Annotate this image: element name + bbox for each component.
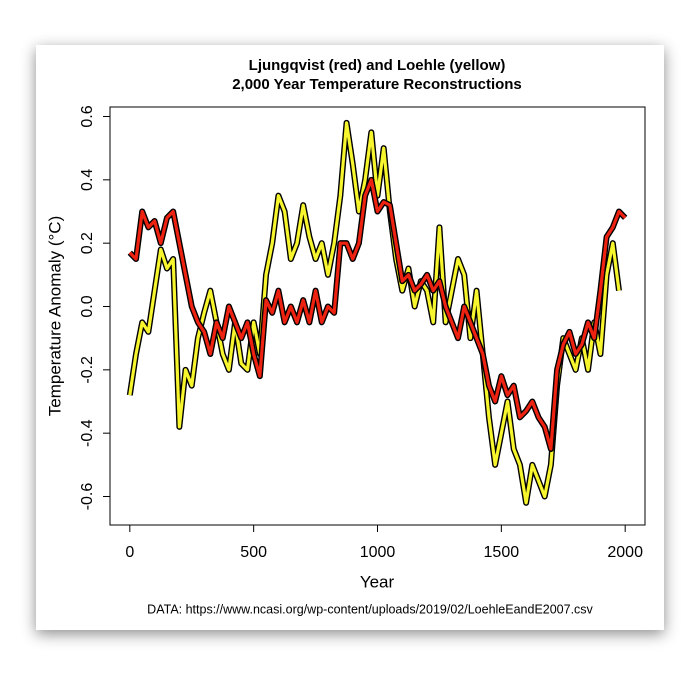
x-tick-label: 1000	[360, 544, 396, 561]
y-tick-label: -0.2	[79, 356, 96, 384]
line	[128, 121, 621, 505]
x-axis-title: Year	[360, 572, 395, 591]
line	[128, 178, 627, 451]
y-axis-title: Temperature Anomaly (°C)	[45, 216, 64, 416]
chart-title: Ljungqvist (red) and Loehle (yellow)	[249, 57, 506, 74]
y-tick-label: 0.0	[79, 295, 96, 317]
x-tick-label: 500	[240, 544, 267, 561]
data-source-note: DATA: https://www.ncasi.org/wp-content/u…	[147, 602, 593, 616]
x-tick-label: 0	[125, 544, 134, 561]
y-tick-label: 0.2	[79, 232, 96, 254]
y-tick-label: -0.6	[79, 483, 96, 511]
y-tick-label: -0.4	[79, 419, 96, 447]
chart-subtitle: 2,000 Year Temperature Reconstructions	[232, 76, 522, 93]
y-tick-label: 0.4	[79, 169, 96, 191]
x-tick-label: 1500	[484, 544, 520, 561]
y-tick-label: 0.6	[79, 105, 96, 127]
x-tick-label: 2000	[607, 544, 643, 561]
